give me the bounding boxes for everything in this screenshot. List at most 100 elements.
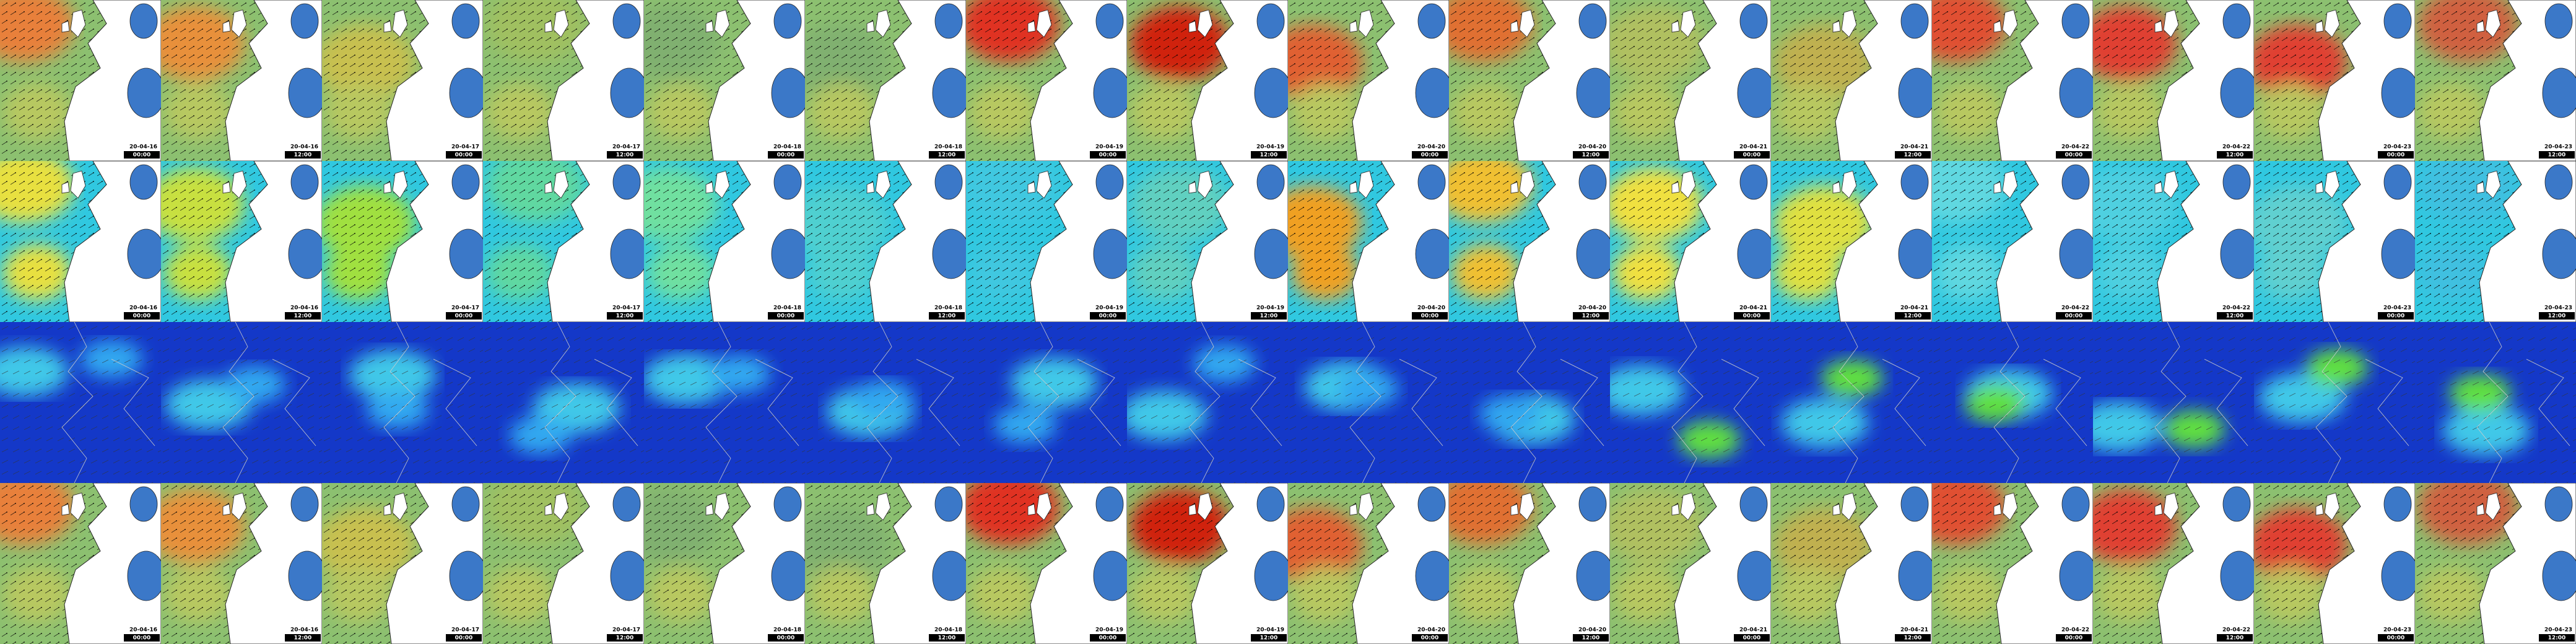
map-tile: 20-04-18 12:00: [805, 0, 966, 161]
sea: [2222, 3, 2251, 39]
islands: [544, 9, 569, 38]
sea: [2381, 228, 2415, 279]
map-tile: [0, 322, 161, 483]
coast: [705, 322, 799, 483]
land: [1030, 0, 1127, 161]
time-box: [446, 634, 482, 642]
date-label: 20-04-20: [1417, 144, 1445, 150]
tile-content: 20-04-20 12:00: [1449, 161, 1610, 322]
islands: [1832, 170, 1857, 199]
map-tile: 20-04-21 12:00: [1771, 483, 1932, 644]
time-box: [2539, 634, 2575, 642]
sea: [1254, 67, 1288, 118]
islands: [1027, 170, 1052, 199]
time-box: [2378, 634, 2414, 642]
time-box: [929, 151, 965, 159]
sea: [290, 486, 319, 522]
sea: [2061, 3, 2090, 39]
sea: [934, 3, 963, 39]
sea: [771, 550, 805, 601]
date-label: 20-04-21: [1739, 627, 1767, 633]
sea: [773, 3, 802, 39]
islands: [2315, 9, 2340, 38]
land: [547, 0, 644, 161]
islands: [544, 492, 569, 521]
islands: [866, 170, 891, 199]
time-box: [1573, 634, 1609, 642]
date-label: 20-04-18: [773, 144, 801, 150]
sea: [1254, 550, 1288, 601]
islands: [61, 170, 86, 199]
map-tile: 20-04-16 00:00: [0, 0, 161, 161]
map-tile: 20-04-22 00:00: [1932, 483, 2093, 644]
tile-content: 20-04-21 00:00: [1610, 0, 1771, 161]
tile-content: 20-04-21 12:00: [1771, 483, 1932, 644]
coast: [544, 322, 638, 483]
tile-content: [805, 322, 966, 483]
sea: [1737, 550, 1771, 601]
date-label: 20-04-20: [1417, 305, 1445, 311]
tile-content: 20-04-18 12:00: [805, 161, 966, 322]
sea: [932, 67, 966, 118]
tile-content: [483, 322, 644, 483]
map-tile: 20-04-18 00:00: [644, 0, 805, 161]
coast: [383, 322, 477, 483]
land: [869, 0, 966, 161]
tile-content: 20-04-22 12:00: [2093, 0, 2254, 161]
date-label: 20-04-19: [1095, 144, 1123, 150]
time-box: [285, 312, 321, 320]
map-tile: [1932, 322, 2093, 483]
date-label: 20-04-16: [129, 144, 157, 150]
sea: [1417, 3, 1446, 39]
islands: [1510, 170, 1535, 199]
date-label: 20-04-21: [1900, 627, 1928, 633]
map-tile: 20-04-20 00:00: [1288, 161, 1449, 322]
map-tile: 20-04-20 12:00: [1449, 161, 1610, 322]
tile-content: 20-04-22 12:00: [2093, 483, 2254, 644]
map-tile: 20-04-22 12:00: [2093, 483, 2254, 644]
date-label: 20-04-21: [1900, 305, 1928, 311]
islands: [705, 492, 730, 521]
tile-content: 20-04-21 12:00: [1771, 0, 1932, 161]
tile-content: 20-04-18 00:00: [644, 0, 805, 161]
date-label: 20-04-22: [2061, 305, 2089, 311]
sea: [771, 67, 805, 118]
sea: [2383, 164, 2412, 200]
sea: [1739, 486, 1768, 522]
islands: [705, 9, 730, 38]
time-label: 12:00: [1260, 313, 1278, 320]
sea: [288, 228, 322, 279]
islands: [61, 9, 86, 38]
land: [2157, 161, 2254, 322]
sea: [127, 67, 161, 118]
wind-arrows: [1932, 322, 2093, 483]
tile-content: [644, 322, 805, 483]
sea: [2222, 486, 2251, 522]
time-label: 00:00: [133, 152, 151, 159]
date-label: 20-04-20: [1578, 144, 1606, 150]
sea: [1898, 228, 1932, 279]
sea: [1095, 164, 1124, 200]
islands: [61, 492, 86, 521]
land: [547, 161, 644, 322]
time-label: 00:00: [133, 635, 151, 642]
sea: [612, 486, 641, 522]
sea: [290, 3, 319, 39]
wind-arrows: [322, 322, 483, 483]
tile-content: [1610, 322, 1771, 483]
time-box: [929, 312, 965, 320]
land: [1513, 161, 1610, 322]
time-label: 12:00: [1260, 152, 1278, 159]
tile-content: 20-04-17 12:00: [483, 483, 644, 644]
tile-content: [2415, 322, 2576, 483]
wind-arrows: [805, 322, 966, 483]
time-label: 00:00: [455, 313, 473, 320]
date-label: 20-04-18: [773, 305, 801, 311]
sea: [1900, 486, 1929, 522]
date-label: 20-04-17: [612, 627, 640, 633]
land: [1835, 0, 1932, 161]
tile-content: 20-04-19 00:00: [966, 483, 1127, 644]
sea: [2061, 164, 2090, 200]
time-label: 00:00: [1421, 313, 1439, 320]
land: [1835, 483, 1932, 644]
